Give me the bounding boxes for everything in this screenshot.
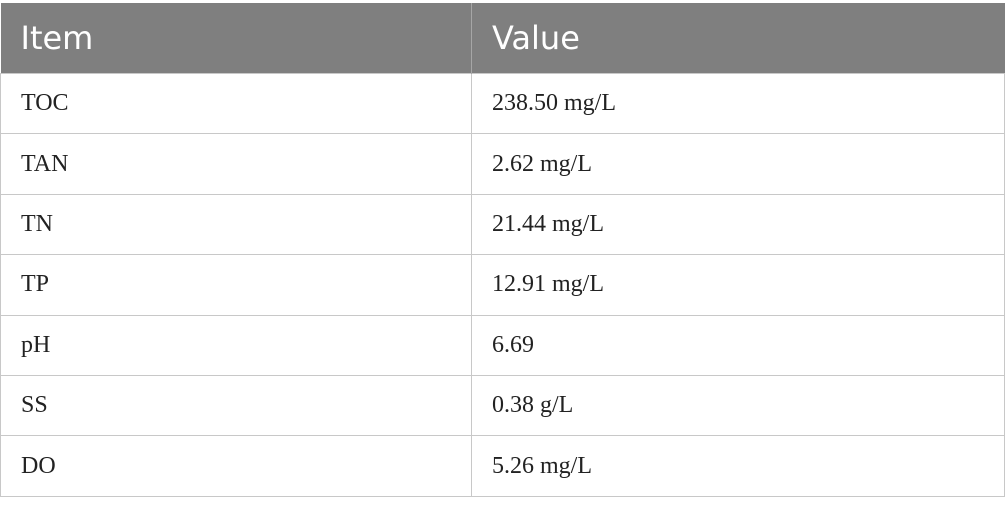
- table-row: TAN 2.62 mg/L: [0, 133, 1005, 195]
- header-cell: Item: [0, 3, 472, 74]
- value-cell: 238.50 mg/L: [471, 72, 1005, 135]
- table-row: SS 0.38 g/L: [0, 374, 1005, 437]
- table-row: pH 6.69: [0, 314, 1005, 376]
- table-row: DO 5.26 mg/L: [0, 435, 1005, 497]
- header-cell: Value: [471, 3, 1005, 74]
- value-cell: 5.26 mg/L: [471, 435, 1005, 497]
- value-cell: 2.62 mg/L: [471, 133, 1005, 195]
- item-cell: DO: [0, 435, 472, 497]
- table-header: Item Value: [0, 3, 1005, 74]
- item-cell: pH: [0, 314, 472, 376]
- item-cell: TAN: [0, 133, 472, 195]
- data-table: Item Value TOC 238.50 mg/L TAN 2.62 mg/L TN 21…: [0, 3, 1005, 497]
- item-cell: TOC: [0, 72, 472, 135]
- table-row: TP 12.91 mg/L: [0, 254, 1005, 316]
- table-row: TN 21.44 mg/L: [0, 193, 1005, 256]
- value-cell: 21.44 mg/L: [471, 193, 1005, 256]
- header-row: Item Value: [0, 3, 1005, 74]
- item-cell: TN: [0, 193, 472, 256]
- table-row: TOC 238.50 mg/L: [0, 72, 1005, 135]
- table-body: TOC 238.50 mg/L TAN 2.62 mg/L TN 21.44 mg/L TP…: [0, 72, 1005, 497]
- value-cell: 12.91 mg/L: [471, 254, 1005, 316]
- item-cell: TP: [0, 254, 472, 316]
- value-cell: 6.69: [471, 314, 1005, 376]
- value-cell: 0.38 g/L: [471, 374, 1005, 437]
- item-cell: SS: [0, 374, 472, 437]
